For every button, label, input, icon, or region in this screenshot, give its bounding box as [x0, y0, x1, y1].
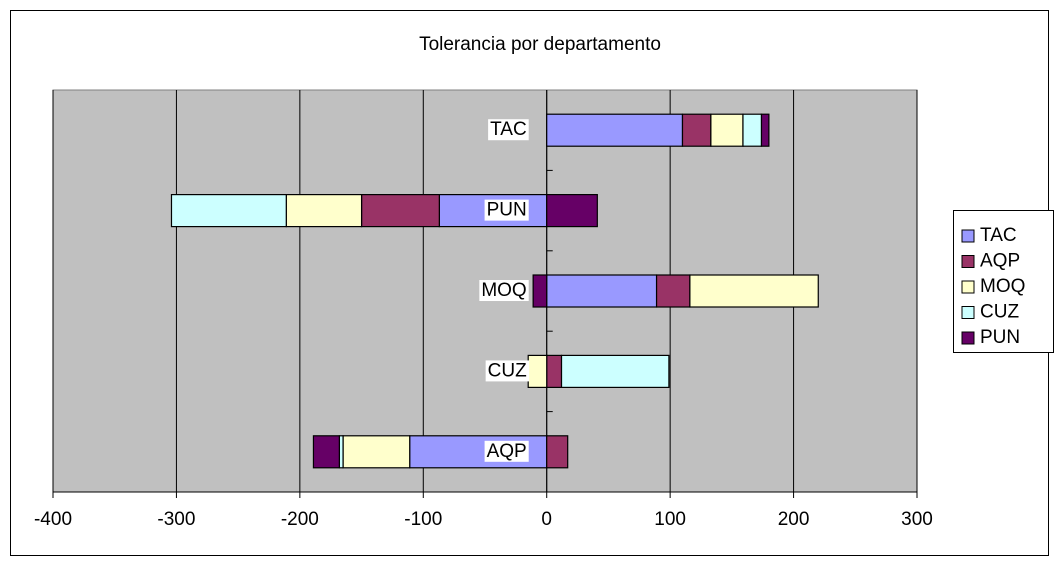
y-tick-label: PUN	[487, 200, 527, 221]
y-tick-label: CUZ	[488, 360, 527, 381]
category-label-bg	[488, 119, 529, 141]
legend-label: AQP	[980, 251, 1020, 272]
bar-segment	[546, 354, 563, 388]
legend-swatch	[961, 280, 975, 294]
bar-segment	[681, 113, 712, 147]
legend-swatch	[961, 255, 975, 268]
y-tick-label: MOQ	[481, 280, 526, 301]
bar-segment	[342, 435, 411, 469]
legend-swatch	[961, 331, 975, 345]
chart-title: Tolerancia por departamento	[419, 34, 661, 55]
legend-swatch	[961, 229, 975, 243]
x-tick-label: 300	[901, 509, 933, 530]
legend-label: PUN	[980, 327, 1020, 348]
bar-segment	[760, 113, 770, 147]
category-label-bg	[484, 199, 529, 221]
category-label-bg	[485, 360, 530, 382]
bar-segment	[360, 194, 440, 228]
y-tick-label: TAC	[490, 119, 527, 140]
bar-segment	[546, 194, 598, 228]
x-tick-label: 0	[541, 509, 552, 530]
x-tick-label: 100	[654, 509, 686, 530]
x-tick-label: -100	[404, 509, 442, 530]
x-tick-label: 200	[778, 509, 810, 530]
bar-segment	[546, 435, 569, 469]
bar-segment	[312, 435, 340, 469]
legend-label: CUZ	[980, 302, 1019, 323]
bar-segment	[742, 113, 763, 147]
bar-segment	[170, 194, 287, 228]
category-label-bg	[484, 440, 529, 462]
bar-segment	[655, 274, 691, 308]
x-tick-label: -400	[34, 509, 72, 530]
legend-label: TAC	[980, 225, 1017, 246]
bar-segment	[527, 354, 548, 388]
x-tick-label: -200	[281, 509, 319, 530]
bar-segment	[546, 113, 684, 147]
bar-segment	[532, 274, 548, 308]
legend-label: MOQ	[980, 276, 1025, 297]
bar-segment	[710, 113, 744, 147]
x-tick-label: -300	[157, 509, 195, 530]
bar-segment	[285, 194, 363, 228]
bar-segment	[689, 274, 819, 308]
bar-segment	[546, 274, 658, 308]
bar-segment	[560, 354, 670, 388]
legend-swatch	[961, 306, 975, 319]
y-tick-label: AQP	[487, 441, 527, 462]
category-label-bg	[479, 280, 529, 302]
